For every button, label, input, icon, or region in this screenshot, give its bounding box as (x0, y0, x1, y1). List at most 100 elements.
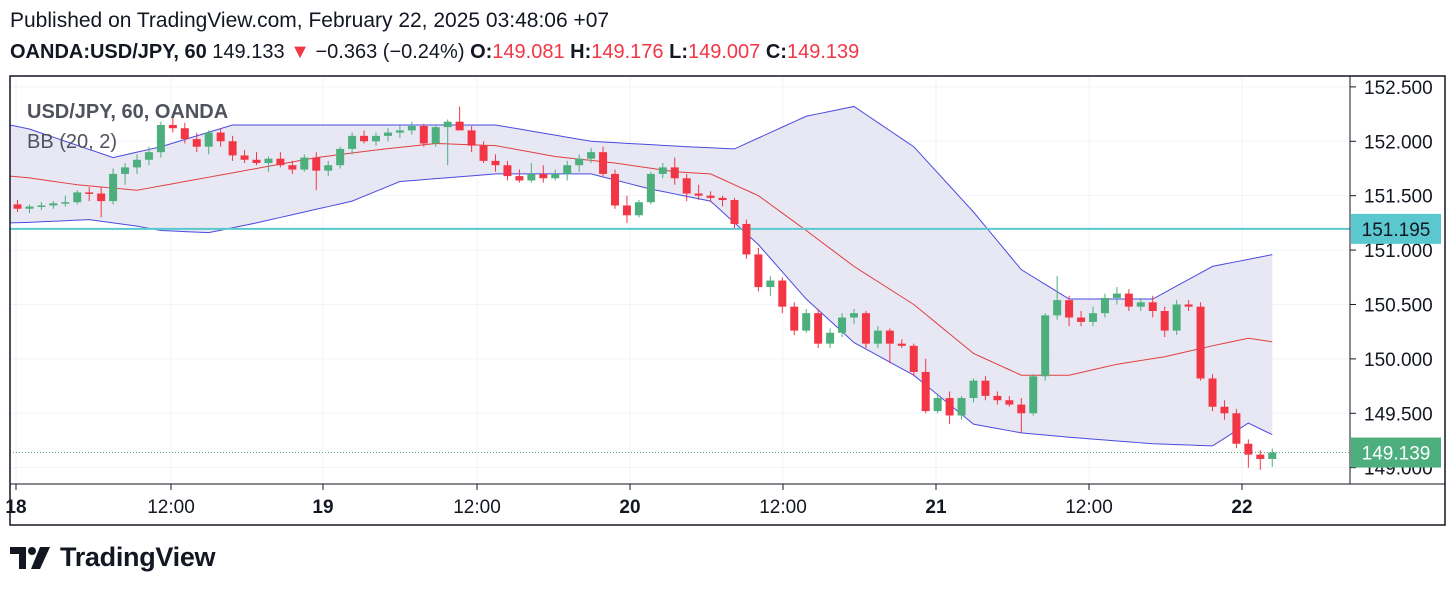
footer-logo[interactable]: TradingView (10, 542, 216, 573)
last-price-label: 149.139 (1362, 444, 1431, 465)
published-caption: Published on TradingView.com, February 2… (10, 9, 610, 32)
candle-body (204, 132, 213, 147)
open-label: O: (470, 41, 493, 63)
candle-body (360, 135, 369, 142)
candle-body (443, 121, 452, 128)
candle-body (969, 380, 978, 399)
candle-body (1112, 293, 1121, 298)
candle-body (395, 130, 404, 133)
candle-body (718, 197, 727, 201)
candle-body (527, 173, 536, 181)
bb-fill (10, 106, 1273, 446)
symbol-name[interactable]: OANDA:USD/JPY, 60 (10, 41, 207, 63)
candle-body (861, 313, 870, 344)
price-labels: 151.195 149.139 (1351, 213, 1441, 468)
candle-body (1244, 443, 1253, 455)
x-tick-label: 12:00 (1065, 497, 1113, 518)
candle-body (873, 330, 882, 344)
candle-body (1053, 300, 1062, 316)
time-axis[interactable]: 18 12:00 19 12:00 20 12:00 21 12:00 22 (5, 484, 1253, 518)
candle-body (611, 173, 619, 206)
candle-body (372, 135, 380, 142)
high-value: 149.176 (591, 41, 664, 63)
candle-body (156, 124, 165, 153)
candle-body (790, 306, 799, 331)
candle-body (742, 223, 751, 255)
candle-body (539, 173, 548, 179)
candle-body (921, 371, 930, 412)
candle-body (407, 126, 416, 131)
candle-body (216, 132, 225, 142)
candle-body (1268, 452, 1277, 459)
candle-body (133, 159, 141, 168)
chart-frame (9, 75, 1446, 526)
y-tick-label: 150.500 (1364, 295, 1433, 316)
candle-body (336, 148, 345, 166)
candle-body (1029, 376, 1038, 414)
candle-body (49, 203, 58, 206)
price-axis[interactable]: 152.500 152.000 151.500 151.000 150.500 150.0… (1350, 78, 1433, 480)
close-value: 149.139 (786, 41, 860, 63)
x-tick-label: 12:00 (759, 497, 807, 518)
x-tick-label: 12:00 (147, 497, 195, 518)
candle-body (109, 173, 118, 202)
candle-body (1220, 406, 1229, 414)
candle-body (682, 178, 691, 194)
candle-body (730, 200, 739, 224)
candle-body (909, 345, 918, 372)
price-change: −0.363 (−0.24%) (315, 41, 465, 63)
candle-body (1184, 304, 1193, 307)
candle-body (37, 205, 46, 207)
candle-body (1005, 400, 1014, 405)
x-tick-label: 22 (1231, 497, 1252, 518)
candle-body (1172, 304, 1181, 331)
tradingview-brand: TradingView (60, 542, 216, 572)
candle-body (754, 254, 763, 288)
candle-body (324, 165, 333, 171)
candle-body (383, 132, 392, 136)
candle-body (1208, 378, 1217, 407)
candle-body (885, 330, 894, 344)
chart-legend-title: USD/JPY, 60, OANDA (27, 101, 228, 123)
candle-body (1136, 302, 1145, 307)
symbol-header: OANDA:USD/JPY, 60 149.133 ▼ −0.363 (−0.2… (10, 41, 859, 64)
candle-body (814, 313, 823, 344)
x-tick-label: 12:00 (453, 497, 501, 518)
bb-upper-line (9, 105, 1273, 300)
last-price-badge (1351, 437, 1441, 468)
tradingview-logo-icon (10, 546, 50, 569)
candle-body (1148, 302, 1157, 312)
support-price-label: 151.195 (1362, 220, 1431, 241)
change-arrow-icon: ▼ (290, 41, 310, 63)
candle-body (348, 135, 357, 149)
y-tick-label: 151.500 (1364, 187, 1433, 208)
horizontal-lines (10, 227, 1350, 454)
candle-body (694, 193, 703, 196)
candle-body (25, 206, 34, 209)
candle-body (264, 158, 273, 164)
candle-body (467, 130, 476, 146)
open-value: 149.081 (492, 41, 565, 63)
candle-body (228, 141, 237, 156)
candle-body (1196, 306, 1205, 379)
candle-body (1089, 313, 1097, 322)
candle-body (431, 127, 440, 144)
candle-body (300, 157, 309, 170)
candle-body (85, 192, 94, 194)
y-tick-label: 150.000 (1364, 350, 1433, 371)
candle-body (587, 152, 596, 159)
candle-body (670, 167, 679, 179)
x-tick-label: 20 (619, 497, 640, 518)
candle-body (276, 158, 285, 166)
candle-body (1160, 311, 1169, 331)
candle-body (1017, 404, 1026, 414)
candle-body (61, 202, 70, 204)
price-chart[interactable]: 152.500 152.000 151.500 151.000 150.500 150.0… (0, 0, 1456, 540)
candle-body (802, 313, 811, 331)
candle-body (1124, 293, 1133, 307)
candle-body (1256, 454, 1265, 459)
candle-body (706, 195, 715, 198)
x-tick-label: 18 (5, 497, 26, 518)
candle-body (419, 126, 428, 144)
candle-body (838, 317, 847, 333)
